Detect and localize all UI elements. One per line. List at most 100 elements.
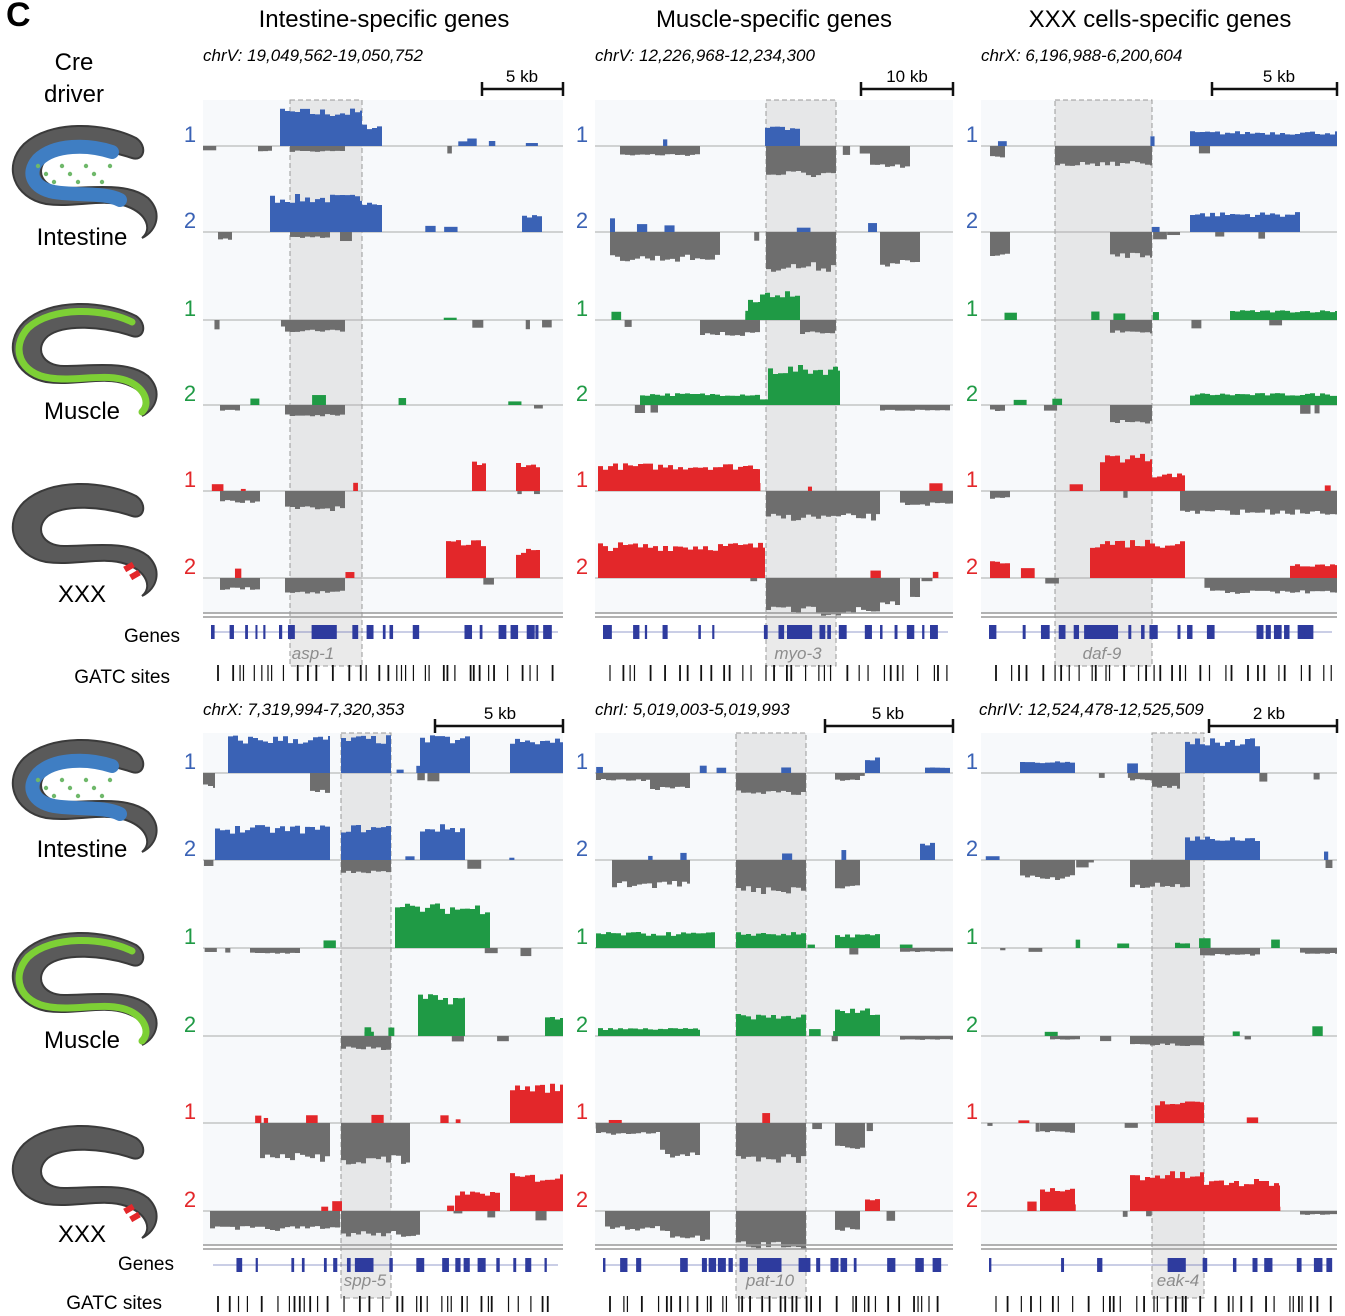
- signal-depletion: [218, 232, 232, 240]
- signal-noise: [520, 948, 532, 957]
- signal-noise: [203, 146, 217, 151]
- gene-exon: [229, 625, 234, 639]
- signal-depletion: [1110, 405, 1152, 424]
- signal-noise: [1043, 405, 1058, 411]
- signal-peak: [990, 561, 1010, 578]
- signal-peak: [215, 825, 330, 860]
- gene-exon: [464, 625, 473, 639]
- signal-depletion: [670, 1211, 710, 1241]
- signal-noise: [280, 320, 288, 327]
- signal-depletion: [1020, 860, 1075, 880]
- muscle-highlight: [15, 936, 150, 1045]
- signal-noise: [624, 320, 632, 327]
- signal-noise: [859, 146, 874, 154]
- gene-exon: [1206, 625, 1215, 639]
- gene-exon: [1202, 1258, 1208, 1272]
- signal-depletion: [835, 773, 860, 781]
- signal-noise: [929, 483, 943, 491]
- muscle-worm-icon: [12, 303, 158, 417]
- driver-label-intestine-bottom: Intestine: [37, 836, 128, 863]
- replicate-label: 1: [966, 1099, 978, 1124]
- signal-noise: [234, 568, 242, 578]
- gene-exon: [806, 1258, 811, 1272]
- signal-peak: [1090, 539, 1185, 578]
- track-background: [203, 733, 563, 1245]
- signal-noise: [345, 572, 355, 578]
- signal-noise: [453, 1211, 463, 1214]
- signal-noise: [1113, 313, 1126, 320]
- generated-tracks: 1 2 1 2 1 2 1 2 1 2 1 2 1 2 1 2 1 2 1 2 1 2 1 2 1 2 1 2 1 2 1 2 1 2 1 2: [184, 99, 1337, 1312]
- panel-letter: C: [6, 0, 31, 34]
- signal-noise: [1312, 1026, 1323, 1036]
- intestine-nucleus: [83, 163, 89, 169]
- signal-depletion: [285, 320, 345, 332]
- gene-exon: [1273, 625, 1282, 639]
- signal-peak: [455, 1191, 500, 1211]
- signal-depletion: [1152, 773, 1180, 789]
- gene-exon: [389, 625, 394, 639]
- signal-noise: [754, 232, 760, 241]
- signal-peak: [270, 194, 362, 232]
- signal-noise: [750, 578, 758, 582]
- highlighted-gene-exon: [787, 625, 812, 639]
- signal-depletion: [650, 773, 690, 790]
- signal-depletion: [736, 1123, 806, 1163]
- kb-scale-label: 5 kb: [484, 704, 516, 723]
- signal-noise: [353, 482, 358, 491]
- signal-noise: [1167, 232, 1181, 236]
- signal-peak: [1204, 1179, 1280, 1211]
- intestine-nucleus: [99, 793, 105, 799]
- signal-peak: [768, 365, 840, 405]
- driver-labels: Intestine Muscle XXX Intestine Muscle XX…: [37, 224, 128, 1248]
- highlight-gene-label: asp-1: [292, 644, 335, 663]
- gene-exon: [255, 625, 258, 639]
- replicate-label: 1: [184, 1099, 196, 1124]
- signal-peak: [418, 994, 465, 1036]
- gene-exon: [479, 625, 483, 639]
- gene-exon: [778, 625, 785, 639]
- signal-depletion: [1110, 232, 1152, 258]
- signal-peak: [510, 1173, 563, 1211]
- gene-exon: [603, 1258, 606, 1272]
- signal-noise: [488, 141, 496, 146]
- signal-noise: [1004, 312, 1017, 320]
- panel-coordinates: chrV: 19,049,562-19,050,752: [203, 46, 423, 65]
- kb-scale-bar: 5 kb: [1210, 67, 1339, 96]
- gene-exon: [301, 1258, 305, 1272]
- signal-depletion: [1055, 146, 1152, 166]
- replicate-label: 2: [966, 1187, 978, 1212]
- replicate-label: 2: [184, 836, 196, 861]
- signal-noise: [636, 224, 648, 232]
- track-panel-myo-3: chrV: 12,226,968-12,234,300 10 kb myo-3: [595, 46, 955, 663]
- signal-depletion: [620, 146, 700, 156]
- xxx-cell-highlight: [123, 1203, 135, 1215]
- intestine-nucleus: [51, 793, 57, 799]
- signal-noise: [1150, 136, 1155, 146]
- gene-exon: [1296, 1258, 1302, 1272]
- signal-noise: [1075, 939, 1081, 948]
- signal-depletion: [250, 948, 300, 954]
- signal-noise: [634, 405, 646, 413]
- signal-peak: [1185, 836, 1260, 860]
- signal-peak: [736, 1014, 806, 1036]
- gene-exon: [830, 1258, 839, 1272]
- gene-exon: [463, 1258, 470, 1272]
- signal-noise: [1204, 578, 1212, 588]
- signal-noise: [1122, 1211, 1128, 1217]
- signal-noise: [809, 1029, 821, 1036]
- signal-peak: [1175, 942, 1190, 948]
- gene-exon: [603, 625, 612, 639]
- replicate-label: 1: [966, 924, 978, 949]
- signal-peak: [280, 108, 362, 146]
- signal-noise: [1246, 1117, 1259, 1123]
- intestine-nucleus: [83, 777, 89, 783]
- genes-row-label-top: Genes: [124, 626, 180, 647]
- intestine-nucleus: [99, 179, 105, 185]
- gene-exon: [498, 625, 507, 639]
- signal-depletion: [1200, 948, 1260, 956]
- gene-exon: [352, 625, 359, 639]
- signal-noise: [842, 146, 851, 155]
- worm-body: [12, 483, 158, 597]
- replicate-label: 1: [184, 122, 196, 147]
- gene-exon: [712, 625, 715, 639]
